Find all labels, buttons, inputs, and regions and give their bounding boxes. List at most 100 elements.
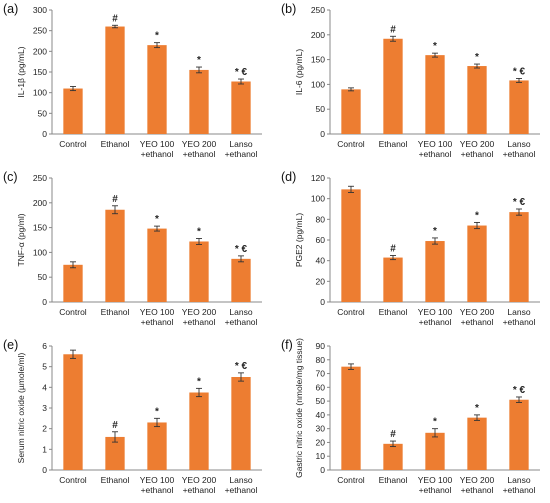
panel-f: (f) 0 10 20 30 40 50 60 70 80 90 Gastric nitric oxi…: [278, 336, 548, 500]
x-tick-label: Lanso: [229, 139, 252, 149]
panel-label: (a): [3, 2, 18, 16]
significance-marker: *: [433, 226, 437, 237]
panel-label: (c): [3, 170, 18, 184]
significance-marker: *: [197, 227, 201, 238]
x-tick-label: YEO 200: [182, 475, 217, 485]
x-tick-label: Ethanol: [379, 307, 408, 317]
y-tick-label: 3: [42, 403, 47, 413]
x-tick-label: Ethanol: [379, 475, 408, 485]
significance-marker: #: [112, 194, 118, 205]
x-tick-label: +ethanol: [141, 485, 174, 495]
y-tick-label: 20: [316, 276, 326, 286]
x-tick-label: +ethanol: [503, 485, 536, 495]
y-tick-label: 60: [316, 382, 326, 392]
bar: [425, 432, 445, 470]
y-tick-label: 250: [33, 173, 47, 183]
panel-c: (c) 0 50 100 150 200 250 TNF-α (pg/ml) Control # E…: [0, 168, 270, 332]
y-tick-label: 5: [42, 362, 47, 372]
significance-marker: *: [197, 376, 201, 387]
panel-label: (b): [281, 2, 296, 16]
bar: [467, 66, 487, 134]
bar: [147, 422, 167, 470]
bar: [63, 88, 83, 134]
y-tick-label: 80: [316, 355, 326, 365]
y-tick-label: 0: [320, 297, 325, 307]
x-tick-label: Control: [337, 139, 365, 149]
x-tick-label: YEO 100: [140, 139, 175, 149]
bar: [509, 212, 529, 302]
x-tick-label: YEO 200: [182, 307, 217, 317]
x-tick-label: Ethanol: [101, 475, 130, 485]
bar: [341, 366, 361, 470]
y-tick-label: 50: [316, 104, 326, 114]
y-tick-label: 250: [33, 26, 47, 36]
y-tick-label: 150: [33, 67, 47, 77]
x-tick-label: +ethanol: [183, 485, 216, 495]
y-tick-label: 90: [316, 341, 326, 351]
y-tick-label: 30: [316, 424, 326, 434]
y-tick-label: 80: [316, 214, 326, 224]
x-tick-label: +ethanol: [225, 149, 258, 159]
panel-label: (d): [281, 170, 296, 184]
x-tick-label: Lanso: [507, 475, 530, 485]
y-tick-label: 0: [320, 129, 325, 139]
y-tick-label: 200: [311, 30, 325, 40]
y-tick-label: 150: [311, 55, 325, 65]
significance-marker: *: [197, 55, 201, 66]
bar: [63, 264, 83, 302]
y-tick-label: 50: [316, 396, 326, 406]
bar: [383, 38, 403, 134]
bar: [341, 189, 361, 302]
significance-marker: #: [390, 429, 396, 440]
chart-e: (e) 0 1 2 3 4 5 6 Serum nitric oxide (µmole/ml) C…: [3, 338, 262, 495]
y-tick-label: 0: [42, 465, 47, 475]
y-tick-label: 70: [316, 369, 326, 379]
bar: [467, 225, 487, 302]
x-tick-label: YEO 100: [140, 307, 175, 317]
bar: [467, 417, 487, 470]
significance-marker: * €: [513, 66, 526, 77]
bar: [189, 241, 209, 302]
significance-marker: * €: [235, 244, 248, 255]
panel-label: (e): [3, 338, 18, 352]
significance-marker: *: [155, 214, 159, 225]
bar: [147, 228, 167, 302]
bar: [383, 257, 403, 302]
bar: [189, 69, 209, 134]
chart-c: (c) 0 50 100 150 200 250 TNF-α (pg/ml) Control # E…: [3, 170, 262, 327]
x-tick-label: Control: [59, 307, 87, 317]
x-tick-label: +ethanol: [461, 485, 494, 495]
significance-marker: #: [112, 13, 118, 24]
x-tick-label: YEO 100: [418, 475, 453, 485]
x-tick-label: +ethanol: [141, 149, 174, 159]
x-tick-label: Lanso: [229, 475, 252, 485]
y-tick-label: 50: [38, 108, 48, 118]
panel-d: (d) 0 20 40 60 80 100 120 PGE2 (pg/mL) Control # Et…: [278, 168, 548, 332]
x-tick-label: +ethanol: [419, 149, 452, 159]
panel-e: (e) 0 1 2 3 4 5 6 Serum nitric oxide (µmole/ml) C…: [0, 336, 270, 500]
bar: [231, 377, 251, 470]
y-axis-label: TNF-α (pg/ml): [16, 213, 26, 266]
significance-marker: *: [433, 417, 437, 428]
significance-marker: #: [390, 24, 396, 35]
y-axis-label: Gastric nitric oxide (nmole/mg tissue): [294, 338, 304, 478]
bar: [147, 45, 167, 135]
significance-marker: * €: [235, 67, 248, 78]
x-tick-label: Ethanol: [101, 139, 130, 149]
x-tick-label: Lanso: [507, 307, 530, 317]
y-tick-label: 20: [316, 437, 326, 447]
x-tick-label: +ethanol: [419, 485, 452, 495]
x-tick-label: +ethanol: [461, 317, 494, 327]
y-tick-label: 250: [311, 5, 325, 15]
x-tick-label: YEO 200: [460, 307, 495, 317]
bar: [231, 81, 251, 134]
y-tick-label: 100: [33, 247, 47, 257]
x-tick-label: Ethanol: [101, 307, 130, 317]
y-tick-label: 50: [38, 272, 48, 282]
x-tick-label: YEO 200: [460, 139, 495, 149]
x-tick-label: Control: [337, 475, 365, 485]
panel-b: (b) 0 50 100 150 200 250 IL-6 (pg/mL) Control # Et…: [278, 0, 548, 164]
bar: [105, 26, 125, 134]
y-tick-label: 0: [42, 297, 47, 307]
